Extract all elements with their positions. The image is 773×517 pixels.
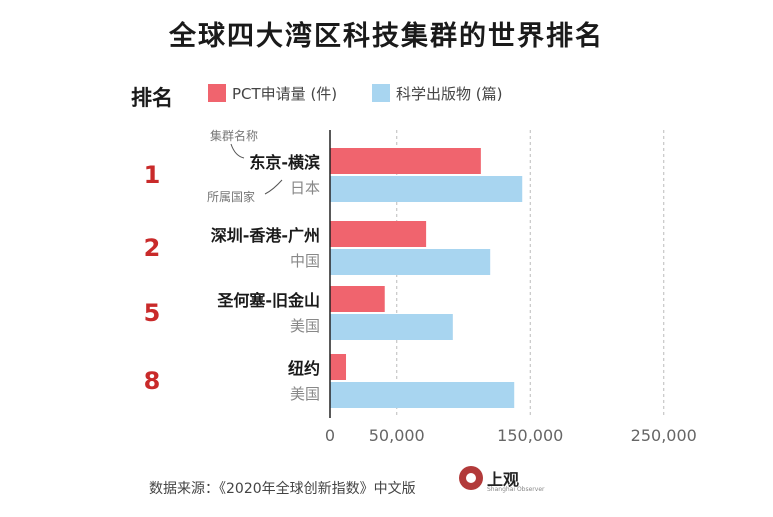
annot-country-leader <box>264 179 283 195</box>
cluster-name-1: 深圳-香港-广州 <box>211 226 320 245</box>
rank-2: 5 <box>144 299 161 327</box>
country-1: 中国 <box>290 252 320 270</box>
bar-pub-2 <box>330 314 453 340</box>
logo-name: 上观 <box>487 470 520 489</box>
country-0: 日本 <box>290 179 320 197</box>
chart-title: 全球四大湾区科技集群的世界排名 <box>169 21 604 52</box>
bar-pub-0 <box>330 176 523 202</box>
cluster-name-2: 圣何塞-旧金山 <box>216 291 320 310</box>
cluster-name-3: 纽约 <box>288 359 320 378</box>
cluster-name-0: 东京-横滨 <box>249 153 320 172</box>
annot-cluster-leader <box>230 143 245 159</box>
legend-pub-label: 科学出版物 (篇) <box>396 84 503 103</box>
x-tick-label-3: 250,000 <box>631 426 697 445</box>
legend-pub: 科学出版物 (篇) <box>372 82 502 104</box>
rank-3: 8 <box>144 367 161 395</box>
legend-pub-swatch <box>372 84 390 102</box>
rank-header: 排名 <box>131 86 173 110</box>
logo-subtitle: Shanghai Observer <box>487 486 545 493</box>
publisher-logo: 上观 Shanghai Observer <box>459 466 544 496</box>
source-note: 数据来源：《2020年全球创新指数》中文版 <box>149 481 416 497</box>
bar-pub-1 <box>330 249 491 275</box>
x-tick-label-1: 50,000 <box>369 426 425 445</box>
bar-pct-3 <box>330 354 347 380</box>
bar-pct-1 <box>330 221 427 247</box>
legend-pct-label: PCT申请量 (件) <box>232 84 338 103</box>
annot-country: 所属国家 <box>207 190 256 204</box>
rank-0: 1 <box>144 161 161 189</box>
bar-pub-3 <box>330 382 515 408</box>
bar-pct-2 <box>330 286 385 312</box>
legend-pct-swatch <box>208 84 226 102</box>
country-3: 美国 <box>290 385 320 403</box>
x-tick-label-2: 150,000 <box>497 426 563 445</box>
legend-pct: PCT申请量 (件) <box>208 82 337 104</box>
logo-mark-icon <box>459 466 483 490</box>
bar-pct-0 <box>330 148 481 174</box>
x-tick-label-0: 0 <box>325 426 335 445</box>
annot-cluster-name: 集群名称 <box>210 129 259 143</box>
rank-1: 2 <box>144 234 161 262</box>
country-2: 美国 <box>290 317 320 335</box>
